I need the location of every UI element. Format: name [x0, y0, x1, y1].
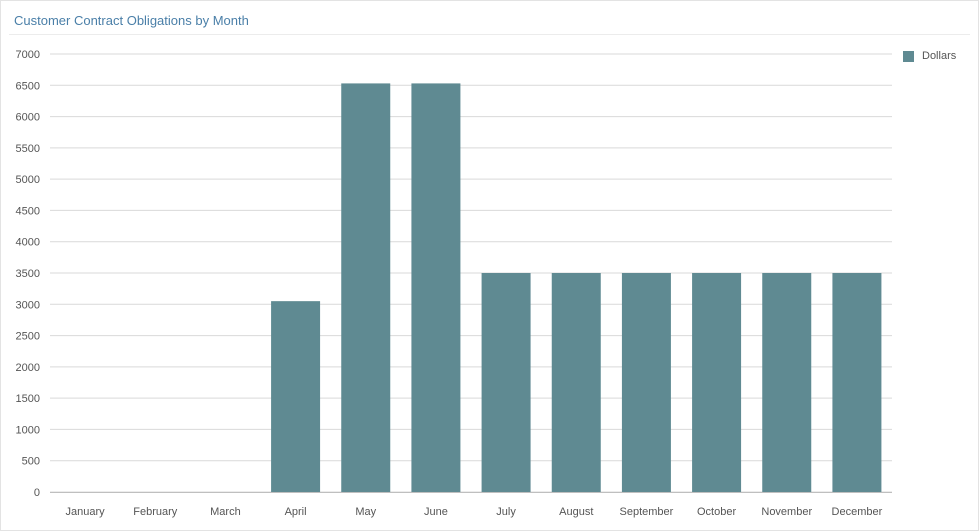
x-tick-label: March — [210, 506, 241, 518]
chart-title: Customer Contract Obligations by Month — [14, 13, 249, 28]
bar[interactable] — [271, 301, 321, 492]
x-tick-label: October — [697, 506, 736, 518]
y-tick-label: 500 — [22, 456, 40, 468]
y-tick-label: 3000 — [16, 299, 40, 311]
y-tick-label: 4500 — [16, 205, 40, 217]
x-tick-label: November — [761, 506, 812, 518]
x-tick-label: April — [285, 506, 307, 518]
bar[interactable] — [551, 273, 601, 492]
x-tick-label: February — [133, 506, 178, 518]
y-tick-label: 5000 — [16, 174, 40, 186]
y-tick-label: 3500 — [16, 268, 40, 280]
x-tick-label: June — [424, 506, 448, 518]
y-tick-label: 7000 — [16, 49, 40, 61]
x-tick-label: September — [620, 506, 674, 518]
bar[interactable] — [341, 83, 391, 492]
y-tick-label: 2500 — [16, 331, 40, 343]
legend-swatch-dollars — [903, 50, 914, 62]
y-tick-label: 4000 — [16, 237, 40, 249]
bar[interactable] — [762, 273, 812, 492]
y-tick-label: 5500 — [16, 143, 40, 155]
x-tick-label: January — [66, 506, 106, 518]
x-tick-label: July — [496, 506, 516, 518]
title-divider — [9, 34, 970, 35]
y-tick-label: 1000 — [16, 424, 40, 436]
bar[interactable] — [411, 83, 461, 492]
bar[interactable] — [481, 273, 531, 492]
x-tick-label: August — [559, 506, 593, 518]
y-tick-label: 0 — [34, 487, 40, 499]
bar[interactable] — [692, 273, 742, 492]
y-tick-label: 1500 — [16, 393, 40, 405]
y-tick-label: 2000 — [16, 362, 40, 374]
bar[interactable] — [832, 273, 882, 492]
bar[interactable] — [621, 273, 671, 492]
y-tick-label: 6500 — [16, 80, 40, 92]
x-tick-label: December — [832, 506, 883, 518]
legend-label-dollars: Dollars — [922, 50, 957, 62]
y-tick-label: 6000 — [16, 112, 40, 124]
x-tick-label: May — [355, 506, 376, 518]
legend[interactable]: Dollars — [903, 50, 956, 62]
